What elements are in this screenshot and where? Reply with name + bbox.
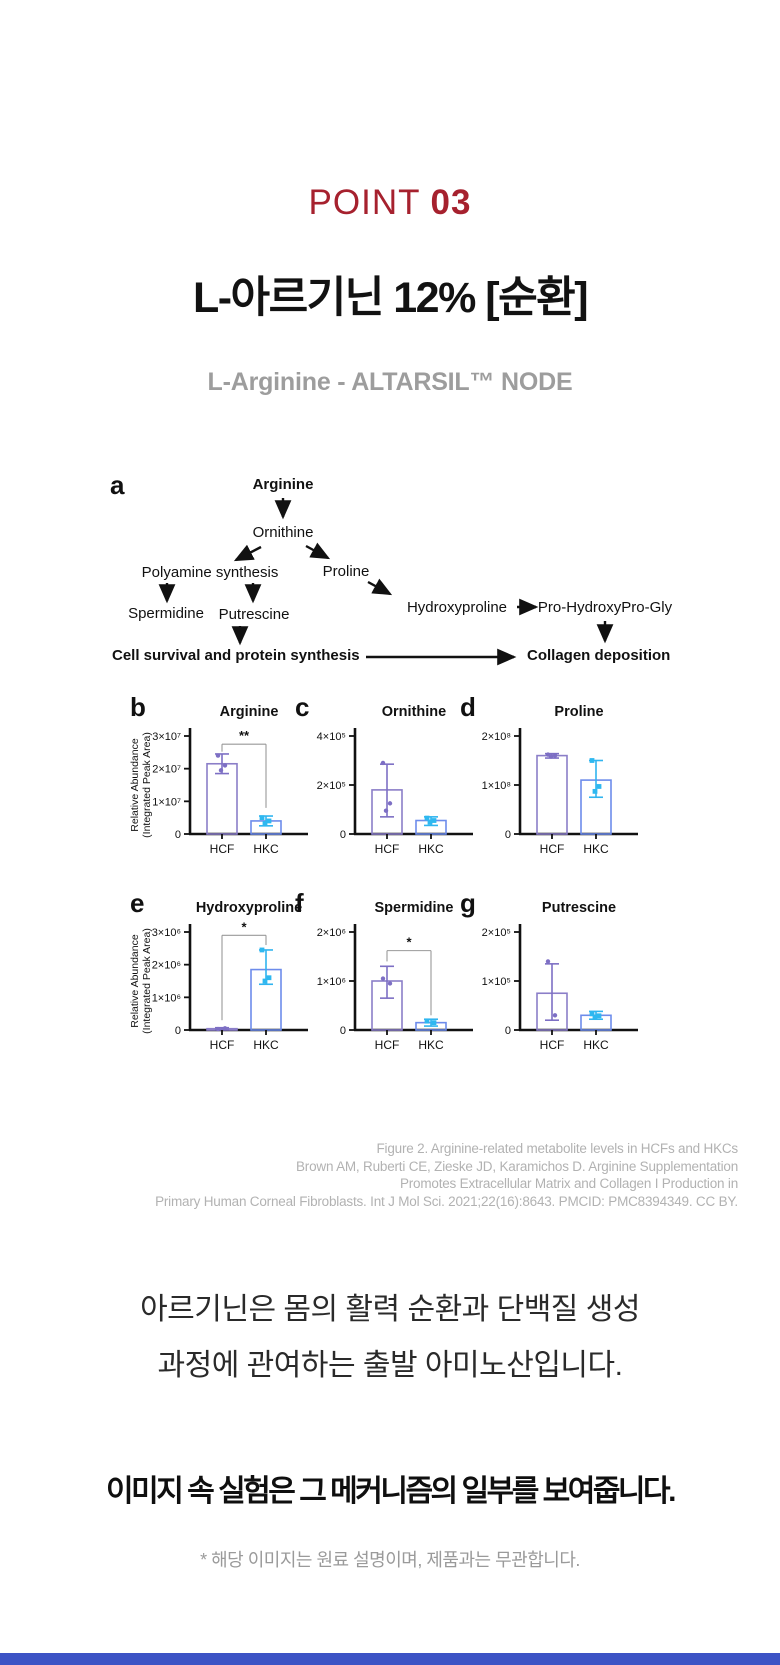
pathway-arrows xyxy=(158,498,614,666)
node-pro-hydroxypro-gly: Pro-HydroxyPro-Gly xyxy=(537,599,673,616)
svg-text:HKC: HKC xyxy=(583,1038,609,1052)
figure-citation: Figure 2. Arginine-related metabolite le… xyxy=(118,1140,738,1210)
chart-panel-c: c Ornithine 0 2×10⁵ 4×10⁵ HCF HKC xyxy=(293,686,488,861)
svg-text:HKC: HKC xyxy=(583,842,609,856)
page-title: L-아르기닌 12% [순환] xyxy=(192,274,589,322)
svg-text:Ornithine: Ornithine xyxy=(382,704,446,720)
body-paragraph-1: 아르기닌은 몸의 활력 순환과 단백질 생성 과정에 관여하는 출발 아미노산입… xyxy=(0,1282,780,1394)
svg-text:1×10⁶: 1×10⁶ xyxy=(317,976,346,988)
svg-text:0: 0 xyxy=(175,829,181,841)
svg-text:2×10⁷: 2×10⁷ xyxy=(152,764,181,776)
chart-panel-e: e Hydroxyproline Relative Abundance (Integr… xyxy=(128,882,323,1057)
chart-panel-f: f Spermidine 0 1×10⁶ 2×10⁶ HCF HKC * xyxy=(293,882,488,1057)
svg-text:0: 0 xyxy=(505,1025,511,1037)
svg-text:Hydroxyproline: Hydroxyproline xyxy=(196,900,302,916)
svg-text:3×10⁶: 3×10⁶ xyxy=(152,927,181,939)
svg-text:0: 0 xyxy=(505,829,511,841)
node-hydroxyproline: Hydroxyproline xyxy=(406,599,508,616)
svg-text:Arginine: Arginine xyxy=(220,704,279,720)
citation-line-3: Promotes Extracellular Matrix and Collag… xyxy=(399,1176,738,1191)
point-header: POINT 03 xyxy=(0,183,780,223)
svg-text:Proline: Proline xyxy=(554,704,603,720)
citation-line-2: Brown AM, Ruberti CE, Zieske JD, Karamic… xyxy=(296,1158,738,1174)
point-number: 03 xyxy=(430,183,472,222)
node-spermidine: Spermidine xyxy=(128,605,204,622)
svg-text:0: 0 xyxy=(340,1025,346,1037)
svg-text:HCF: HCF xyxy=(540,842,565,856)
svg-text:2×10⁶: 2×10⁶ xyxy=(152,960,181,972)
svg-text:g: g xyxy=(460,888,476,918)
svg-text:HCF: HCF xyxy=(540,1038,565,1052)
svg-text:1×10⁵: 1×10⁵ xyxy=(482,976,511,988)
svg-text:Spermidine: Spermidine xyxy=(375,900,454,916)
svg-text:**: ** xyxy=(239,728,250,743)
svg-text:2×10⁵: 2×10⁵ xyxy=(317,780,346,792)
node-putrescine: Putrescine xyxy=(218,606,290,623)
svg-text:3×10⁷: 3×10⁷ xyxy=(152,731,181,743)
svg-text:HKC: HKC xyxy=(253,842,279,856)
svg-text:1×10⁷: 1×10⁷ xyxy=(152,796,181,808)
svg-text:*: * xyxy=(406,935,412,950)
svg-text:Relative Abundance: Relative Abundance xyxy=(129,934,141,1028)
body-paragraph-2: 이미지 속 실험은 그 메커니즘의 일부를 보여줍니다. xyxy=(106,1475,676,1508)
citation-line-1: Figure 2. Arginine-related metabolite le… xyxy=(376,1141,739,1156)
svg-text:HCF: HCF xyxy=(210,1038,235,1052)
svg-text:HCF: HCF xyxy=(375,842,400,856)
svg-text:2×10⁸: 2×10⁸ xyxy=(482,731,511,743)
svg-text:HKC: HKC xyxy=(418,1038,444,1052)
node-ornithine: Ornithine xyxy=(252,524,314,541)
svg-text:2×10⁶: 2×10⁶ xyxy=(317,927,346,939)
svg-text:(Integrated Peak Area): (Integrated Peak Area) xyxy=(141,732,153,838)
svg-text:HKC: HKC xyxy=(253,1038,279,1052)
node-cell-survival: Cell survival and protein synthesis xyxy=(112,647,360,664)
body-paragraph-1-line-2: 과정에 관여하는 출발 아미노산입니다. xyxy=(157,1349,623,1382)
node-proline: Proline xyxy=(322,563,370,580)
figure-2: a Arginine Ornithine Polyamine synthesis… xyxy=(0,470,780,1070)
svg-text:(Integrated Peak Area): (Integrated Peak Area) xyxy=(141,928,153,1034)
svg-text:Relative Abundance: Relative Abundance xyxy=(129,738,141,832)
node-polyamine-synthesis: Polyamine synthesis xyxy=(141,564,279,581)
svg-text:HCF: HCF xyxy=(375,1038,400,1052)
chart-panel-b: b Arginine Relative Abundance (Integrated P… xyxy=(128,686,323,861)
svg-text:c: c xyxy=(295,692,309,722)
svg-text:1×10⁶: 1×10⁶ xyxy=(152,992,181,1004)
svg-text:e: e xyxy=(130,888,144,918)
svg-text:d: d xyxy=(460,692,476,722)
svg-text:HCF: HCF xyxy=(210,842,235,856)
svg-text:HKC: HKC xyxy=(418,842,444,856)
panel-letter-a: a xyxy=(110,470,125,500)
svg-text:Putrescine: Putrescine xyxy=(542,900,616,916)
chart-panel-g: g Putrescine 0 1×10⁵ 2×10⁵ HCF HKC xyxy=(458,882,653,1057)
svg-text:0: 0 xyxy=(175,1025,181,1037)
citation-line-4: Primary Human Corneal Fibroblasts. Int J… xyxy=(155,1193,738,1209)
bottom-accent-bar xyxy=(0,1653,780,1665)
svg-text:*: * xyxy=(241,919,247,934)
svg-text:1×10⁸: 1×10⁸ xyxy=(482,780,511,792)
svg-text:0: 0 xyxy=(340,829,346,841)
svg-text:4×10⁵: 4×10⁵ xyxy=(317,731,346,743)
svg-text:b: b xyxy=(130,692,146,722)
page-subtitle: L-Arginine - ALTARSIL™ NODE xyxy=(207,368,573,396)
node-arginine: Arginine xyxy=(252,476,314,493)
disclaimer-text: * 해당 이미지는 원료 설명이며, 제품과는 무관합니다. xyxy=(200,1550,580,1570)
chart-panel-d: d Proline 0 1×10⁸ 2×10⁸ HCF HKC xyxy=(458,686,653,861)
point-label: POINT xyxy=(308,183,421,222)
node-collagen-deposition: Collagen deposition xyxy=(527,647,671,664)
svg-text:f: f xyxy=(295,888,304,918)
svg-text:2×10⁵: 2×10⁵ xyxy=(482,927,511,939)
body-paragraph-1-line-1: 아르기닌은 몸의 활력 순환과 단백질 생성 xyxy=(140,1293,640,1326)
